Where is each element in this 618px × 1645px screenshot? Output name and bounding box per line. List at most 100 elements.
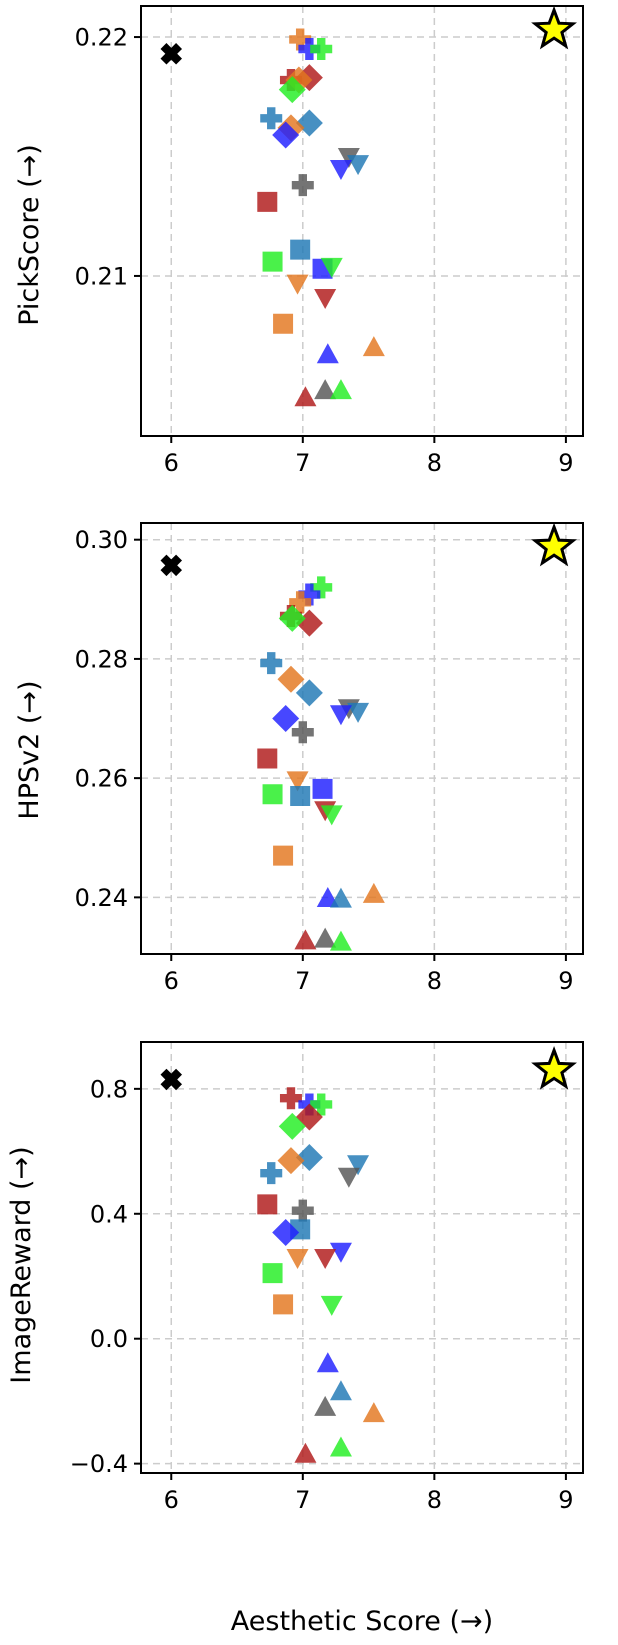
data-point-diamond: [295, 679, 323, 707]
data-point-diamond: [277, 1147, 305, 1175]
x-tick-label: 9: [558, 449, 573, 477]
data-point-plus: [260, 107, 283, 130]
data-point-tri-down: [314, 1249, 337, 1269]
data-point-square: [273, 845, 294, 866]
data-point-plus: [279, 1087, 302, 1110]
y-axis-title: HPSv2 (→): [14, 680, 45, 819]
data-point-diamond: [272, 705, 300, 733]
data-point-square: [262, 784, 283, 805]
data-point-triangle: [294, 386, 317, 407]
data-point-triangle: [329, 930, 352, 951]
data-point-triangle: [329, 379, 352, 400]
data-point-diamond: [278, 76, 306, 104]
data-point-plus: [291, 174, 314, 197]
data-point-tri-down: [337, 1167, 360, 1188]
hpsv2-panel: HPSv2 (→) 6 7 8 9 0.24 0.26 0.28 0.30: [14, 522, 584, 995]
x-tick-label: 6: [164, 1486, 179, 1514]
data-point-x: [160, 1068, 183, 1091]
data-point-tri-down: [286, 771, 309, 792]
data-point-square: [257, 1194, 278, 1215]
data-point-triangle: [329, 887, 352, 908]
plot-frame: [140, 5, 584, 437]
data-point-plus: [291, 721, 314, 744]
data-point-plus: [260, 652, 283, 675]
x-tick-label: 8: [427, 967, 442, 995]
data-point-plus: [310, 576, 333, 599]
y-axis-title: PickScore (→): [14, 144, 45, 326]
x-tick-label: 6: [164, 967, 179, 995]
data-point-triangle: [362, 1402, 385, 1423]
data-point-diamond: [278, 604, 306, 632]
data-point-tri-down: [286, 274, 309, 295]
plot-frame: [140, 522, 584, 955]
y-tick-label: −0.4: [70, 1450, 128, 1478]
data-point-square: [262, 251, 283, 272]
y-tick-label: 0.0: [90, 1325, 128, 1353]
data-point-triangle: [314, 379, 337, 400]
data-point-triangle: [314, 1395, 337, 1416]
y-tick-label: 0.22: [75, 24, 128, 52]
data-point-square: [273, 1294, 294, 1315]
data-point-plus: [289, 591, 312, 614]
x-tick-label: 8: [427, 449, 442, 477]
data-point-diamond: [295, 1144, 323, 1172]
y-tick-label: 0.8: [90, 1075, 128, 1103]
data-point-x: [160, 43, 183, 65]
data-point-tri-down: [320, 1295, 343, 1316]
data-point-plus: [298, 583, 321, 606]
data-point-tri-down: [329, 1242, 352, 1263]
imagereward-panel: ImageReward (→) Aesthetic Score (→) 6 7 8 9…: [6, 1041, 584, 1637]
data-point-tri-down: [347, 702, 370, 723]
data-point-triangle: [316, 1352, 339, 1373]
data-point-square: [257, 191, 278, 212]
data-point-star: [531, 5, 577, 50]
data-point-square: [273, 313, 294, 334]
x-tick-label: 7: [295, 449, 310, 477]
data-point-diamond: [272, 1219, 300, 1247]
data-point-triangle: [329, 1380, 352, 1401]
data-point-tri-down: [347, 155, 370, 176]
data-point-triangle: [362, 882, 385, 903]
data-point-tri-down: [320, 805, 343, 826]
data-point-diamond: [278, 1112, 306, 1140]
data-point-plus: [289, 28, 312, 51]
data-point-square: [290, 239, 311, 260]
data-point-diamond: [295, 109, 323, 137]
data-point-plus: [310, 38, 333, 60]
x-tick-label: 9: [558, 967, 573, 995]
x-tick-label: 9: [558, 1486, 573, 1514]
data-point-tri-down: [286, 1249, 309, 1269]
data-point-triangle: [362, 336, 385, 357]
data-point-diamond: [272, 121, 300, 149]
data-point-triangle: [294, 1442, 317, 1463]
data-point-tri-down: [329, 159, 352, 180]
y-axis-title: ImageReward (→): [6, 1146, 37, 1383]
data-point-square: [290, 786, 311, 807]
x-tick-label: 7: [295, 967, 310, 995]
y-tick-label: 0.4: [90, 1200, 128, 1228]
y-tick-label: 0.26: [75, 765, 128, 793]
y-tick-label: 0.21: [75, 262, 128, 290]
data-point-square: [257, 748, 278, 769]
pickscore-panel: PickScore (→) 6 7 8 9 0.21 0.22: [14, 5, 584, 477]
data-point-plus: [310, 1093, 333, 1116]
data-point-triangle: [316, 343, 339, 364]
data-point-tri-down: [329, 705, 352, 726]
y-tick-label: 0.28: [75, 645, 128, 673]
data-point-plus: [291, 1199, 314, 1222]
data-point-triangle: [294, 929, 317, 950]
data-point-plus: [260, 1162, 283, 1185]
x-tick-label: 6: [164, 449, 179, 477]
y-tick-label: 0.24: [75, 884, 128, 912]
x-tick-label: 7: [295, 1486, 310, 1514]
data-point-square: [262, 1263, 283, 1284]
data-point-square: [312, 778, 333, 799]
data-point-diamond: [277, 665, 305, 693]
data-point-star: [531, 1046, 577, 1090]
data-point-x: [160, 554, 183, 577]
data-point-star: [531, 522, 577, 567]
data-point-triangle: [329, 1436, 352, 1457]
data-point-plus: [298, 38, 321, 60]
x-axis-title: Aesthetic Score (→): [231, 1606, 493, 1637]
